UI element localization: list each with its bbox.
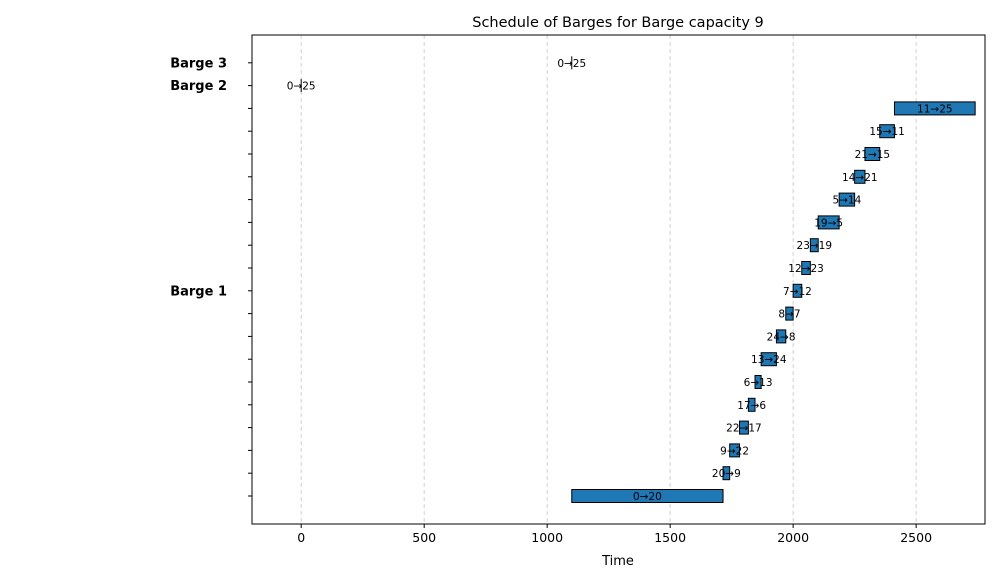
task-bar <box>722 466 731 481</box>
barge-labels: Barge 3 Barge 2 Barge 1 <box>170 56 227 299</box>
task-label: 0→25 <box>557 58 586 70</box>
task-bar <box>838 192 856 207</box>
task-bar <box>785 306 794 321</box>
x-tick-label: 2500 <box>900 530 932 545</box>
x-axis-ticks: 0 500 1000 1500 2000 2500 <box>297 524 932 545</box>
task-label: 11→25 <box>917 103 953 115</box>
task-label: 8→7 <box>778 309 800 321</box>
task-bar <box>893 101 976 116</box>
task-label: 12→23 <box>788 263 824 275</box>
barge-label: Barge 1 <box>170 284 227 299</box>
task-label: 13→24 <box>751 354 787 366</box>
task-bar <box>747 397 756 412</box>
task-bar <box>760 352 777 367</box>
task-bar <box>792 283 803 298</box>
task-bar <box>854 169 866 184</box>
x-tick-label: 1500 <box>654 530 686 545</box>
task-bar <box>729 443 741 458</box>
x-tick-label: 500 <box>412 530 436 545</box>
x-tick-label: 0 <box>297 530 305 545</box>
task-label: 23→19 <box>797 240 833 252</box>
barge-label: Barge 2 <box>170 79 227 94</box>
task-bar <box>879 124 895 139</box>
task-bar <box>739 420 749 435</box>
grid-lines <box>300 35 917 524</box>
x-tick-label: 1000 <box>531 530 563 545</box>
task-bar <box>809 238 819 253</box>
task-bar <box>571 489 724 503</box>
task-labels: 0→20 20→9 9→22 22→17 17→6 6→13 13→24 24→8 8→7 7→1… <box>287 58 953 503</box>
task-label: 20→9 <box>712 468 741 480</box>
task-label: 0→25 <box>287 81 316 93</box>
plot-frame <box>251 34 986 525</box>
task-label: 22→17 <box>726 423 762 435</box>
task-label: 7→12 <box>783 286 812 298</box>
barge-label: Barge 3 <box>170 56 227 71</box>
y-axis-ticks <box>248 62 252 497</box>
task-bar <box>817 215 840 230</box>
task-label: 24→8 <box>767 331 796 343</box>
x-axis-label: Time <box>601 554 634 569</box>
task-bar <box>801 261 811 275</box>
chart-title: Schedule of Barges for Barge capacity 9 <box>472 15 764 31</box>
task-label: 17→6 <box>737 400 766 412</box>
task-bar <box>864 147 881 161</box>
x-tick-label: 2000 <box>777 530 809 545</box>
task-bar <box>754 375 762 389</box>
task-label: 0→20 <box>633 491 662 503</box>
task-label: 15→11 <box>869 126 905 138</box>
task-bar <box>775 329 787 344</box>
task-label: 14→21 <box>842 172 878 184</box>
task-label: 21→15 <box>855 149 891 161</box>
task-label: 5→14 <box>832 195 861 207</box>
task-label: 9→22 <box>720 445 749 457</box>
task-bars <box>300 56 976 503</box>
task-label: 19→5 <box>814 217 843 229</box>
task-label: 6→13 <box>744 377 773 389</box>
